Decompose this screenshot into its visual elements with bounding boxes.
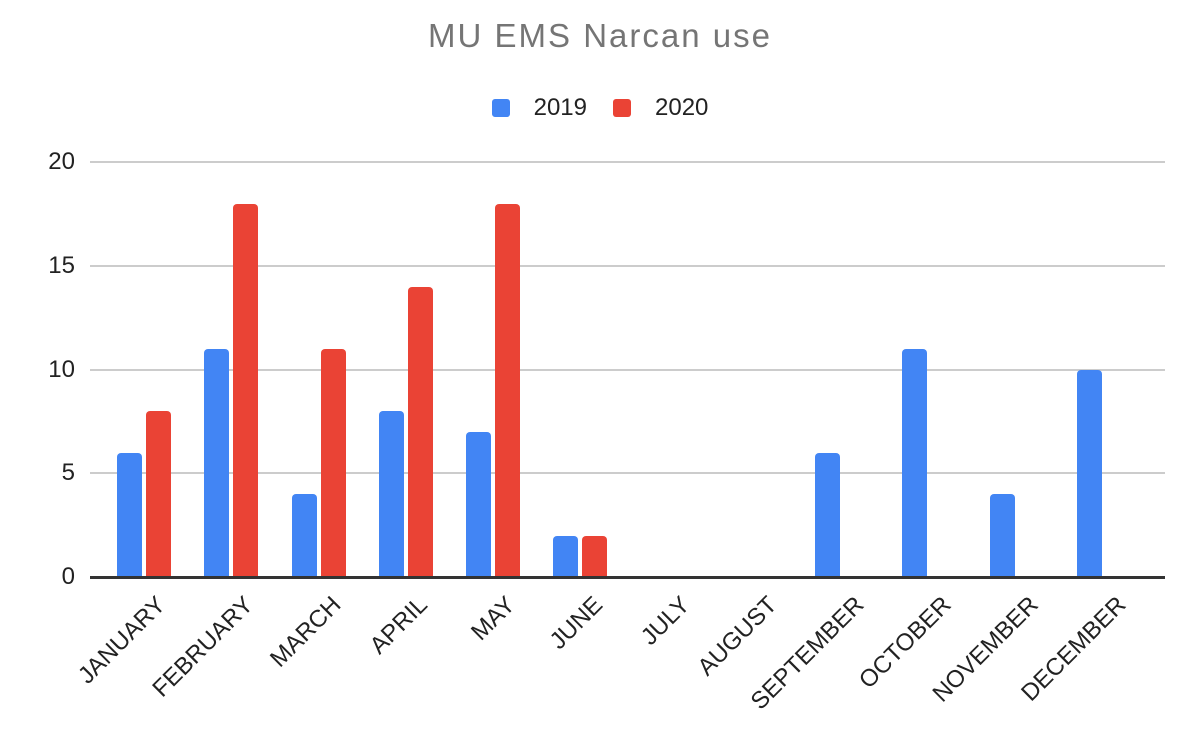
y-tick-label: 15 [48,251,75,279]
legend-item-2019: 2019 [491,94,587,121]
legend-item-2020: 2020 [613,96,708,120]
y-gridline-20 [90,161,1165,163]
bar-2020-may [495,203,521,577]
bar-2020-june [582,535,608,577]
chart-title: MU EMS Narcan use [428,17,772,54]
y-tick-label: 5 [61,459,75,487]
bar-2020-february [233,203,259,577]
bar-2020-march [320,348,346,577]
legend-label: 2019 [533,94,587,121]
bar-2019-december [1076,369,1102,577]
bar-2019-october [902,348,928,577]
month-label-june: JUNE [544,591,608,655]
plot-area: 0 5 10 15 20 JANUARY FEBRUARY MARCH APRIL MAY JUNE… [48,149,1165,715]
legend-swatch-2019 [491,99,510,117]
x-axis-line [90,575,1165,579]
y-gridline-10 [90,368,1165,371]
y-tick-label: 10 [48,355,75,383]
bar-2019-may [466,431,492,577]
y-gridline-5 [90,472,1165,475]
bar-2019-january [117,452,142,577]
month-label-july: JULY [635,591,695,651]
legend-label: 2020 [655,94,709,121]
bar-2019-september [815,452,841,577]
bar-2019-april [378,411,404,577]
month-label-may: MAY [465,591,521,646]
legend: 2019 2020 [0,96,1200,120]
bar-2020-april [407,286,433,577]
month-label-march: MARCH [264,591,346,673]
y-tick-label: 0 [61,563,75,590]
bar-2019-march [291,494,317,577]
month-label-april: APRIL [365,591,434,660]
bar-2020-january [146,411,171,577]
bar-2019-february [204,348,230,577]
month-label-august: AUGUST [692,591,783,682]
y-tick-label: 20 [48,148,75,175]
bar-2019-november [989,494,1015,577]
bar-2019-june [553,535,579,577]
legend-swatch-2020 [613,99,631,117]
y-gridline-15 [90,264,1165,267]
